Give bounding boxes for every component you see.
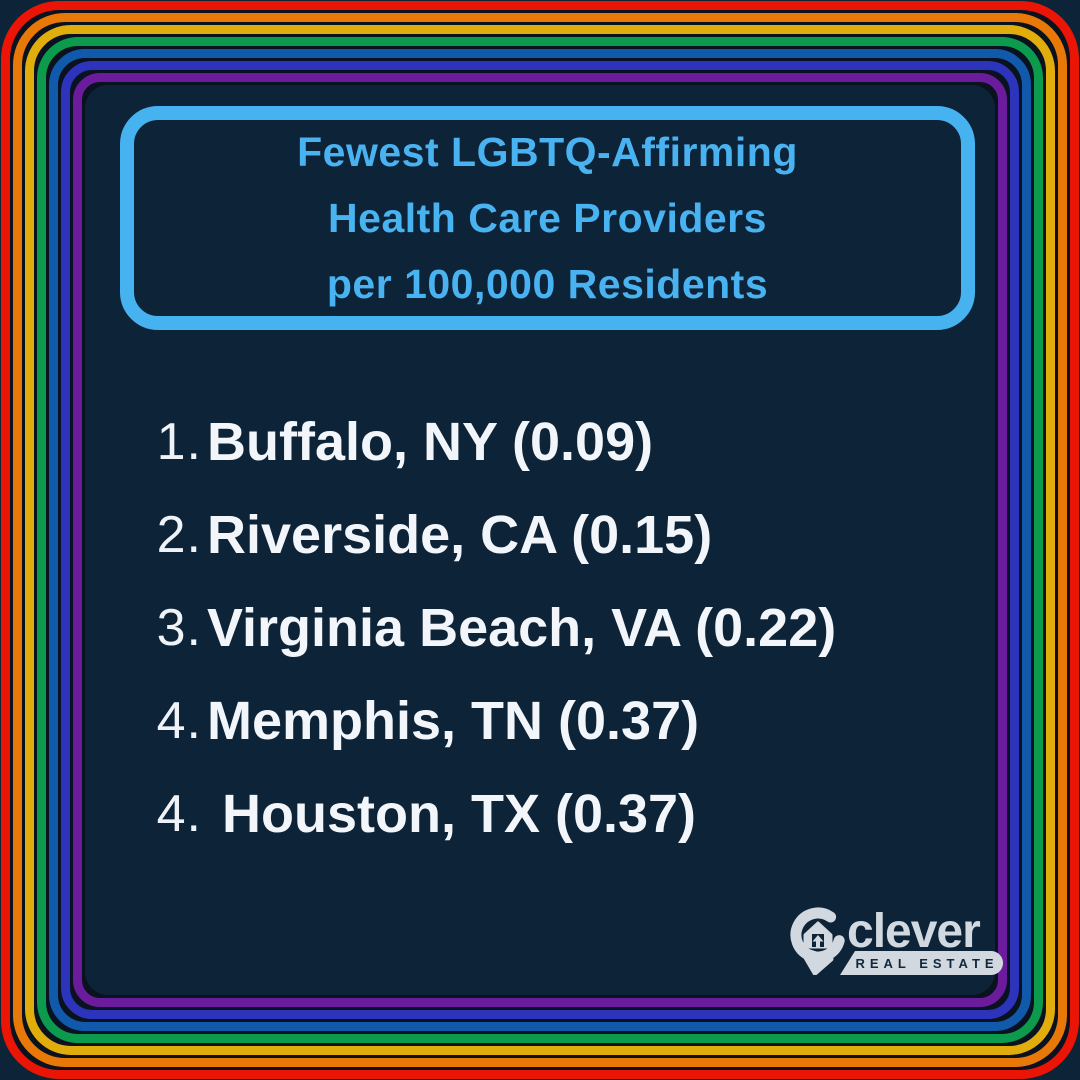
rank-number: 2. [156,505,202,564]
city-value-label: Riverside, CA (0.15) [207,504,713,565]
city-ranking-list: 1. Buffalo, NY (0.09) 2. Riverside, CA (… [140,395,837,860]
list-item: 4. Houston, TX (0.37) [140,767,836,860]
rank-number: 4. [156,691,202,750]
frame-ring-yellow: Fewest LGBTQ-Affirming Health Care Provi… [25,25,1055,1055]
list-item: 4. Memphis, TN (0.37) [140,674,836,767]
real-estate-tagline: REAL ESTATE [855,956,998,971]
rank-number: 3. [156,598,202,657]
title-line-1: Fewest LGBTQ-Affirming [297,129,798,175]
city-value-label: Buffalo, NY (0.09) [207,411,654,472]
clever-pin-house-icon [790,907,845,975]
frame-ring-orange: Fewest LGBTQ-Affirming Health Care Provi… [13,13,1067,1067]
frame-ring-indigo: Fewest LGBTQ-Affirming Health Care Provi… [61,61,1019,1019]
city-value-label: Houston, TX (0.37) [207,783,697,844]
city-value-label: Memphis, TN (0.37) [207,690,700,751]
title-line-3: per 100,000 Residents [326,261,769,307]
city-value-label: Virginia Beach, VA (0.22) [207,597,837,658]
real-estate-tagline-band: REAL ESTATE [840,951,1003,975]
arrow-up-icon [812,935,824,947]
rank-number: 1. [156,412,202,471]
list-item: 1. Buffalo, NY (0.09) [140,395,836,488]
clever-wordmark: clever [847,905,981,958]
frame-ring-green: Fewest LGBTQ-Affirming Health Care Provi… [37,37,1043,1043]
title-line-2: Health Care Providers [328,195,767,241]
content-area: Fewest LGBTQ-Affirming Health Care Provi… [85,85,1003,995]
frame-ring-blue: Fewest LGBTQ-Affirming Health Care Provi… [49,49,1031,1031]
rank-number: 4. [156,784,202,843]
list-item: 3. Virginia Beach, VA (0.22) [140,581,837,674]
list-item: 2. Riverside, CA (0.15) [140,488,836,581]
frame-ring-purple: Fewest LGBTQ-Affirming Health Care Provi… [73,73,1007,1007]
title-box: Fewest LGBTQ-Affirming Health Care Provi… [120,106,975,330]
clever-logo: clever REAL ESTATE [789,903,1003,975]
